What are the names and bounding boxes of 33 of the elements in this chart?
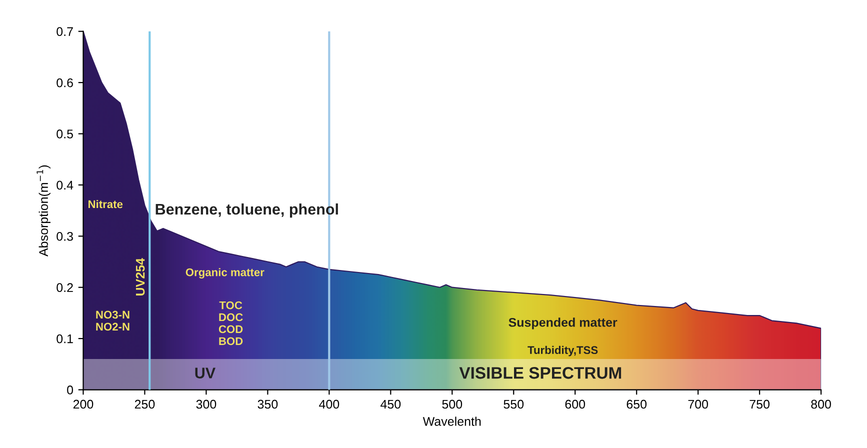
- annotation: Turbidity,TSS: [528, 346, 598, 356]
- annotation: VISIBLE SPECTRUM: [459, 367, 622, 379]
- y-axis-title: Absorption(m$^{−1}$): [36, 165, 50, 256]
- x-tick-label: 750: [750, 400, 770, 409]
- x-tick-label: 700: [688, 400, 708, 409]
- x-tick-label: 550: [504, 400, 524, 409]
- x-tick-label: 400: [319, 400, 340, 409]
- x-tick-label: 450: [380, 400, 401, 409]
- y-tick-label: 0.5: [56, 130, 73, 138]
- annotation: Organic matter: [186, 268, 264, 278]
- x-tick-label: 800: [811, 400, 831, 409]
- ref-line-label: UV254: [136, 258, 145, 296]
- annotation: UV: [195, 368, 216, 378]
- annotation: Suspended matter: [508, 318, 618, 330]
- x-tick-label: 350: [258, 400, 278, 409]
- annotation: Benzene, toluene, phenol: [156, 203, 338, 218]
- x-tick-label: 600: [565, 400, 586, 409]
- y-tick-label: 0.3: [56, 232, 73, 241]
- x-axis-title: Wavelenth: [422, 416, 481, 426]
- y-tick-label: 0.7: [56, 27, 73, 36]
- x-tick-label: 500: [442, 400, 462, 409]
- annotation: NO3-N NO2-N: [96, 310, 130, 331]
- x-tick-label: 200: [73, 400, 94, 409]
- y-tick-label: 0: [67, 386, 74, 394]
- y-tick-label: 0.2: [56, 283, 73, 292]
- y-tick-label: 0.6: [56, 78, 73, 88]
- y-tick-label: 0.1: [56, 334, 73, 344]
- annotation: Nitrate: [88, 200, 123, 208]
- annotation: TOC DOC COD BOD: [218, 301, 243, 346]
- x-tick-label: 650: [626, 400, 647, 409]
- x-tick-label: 250: [134, 400, 155, 409]
- y-tick-label: 0.4: [56, 180, 74, 190]
- x-tick-label: 300: [196, 400, 216, 409]
